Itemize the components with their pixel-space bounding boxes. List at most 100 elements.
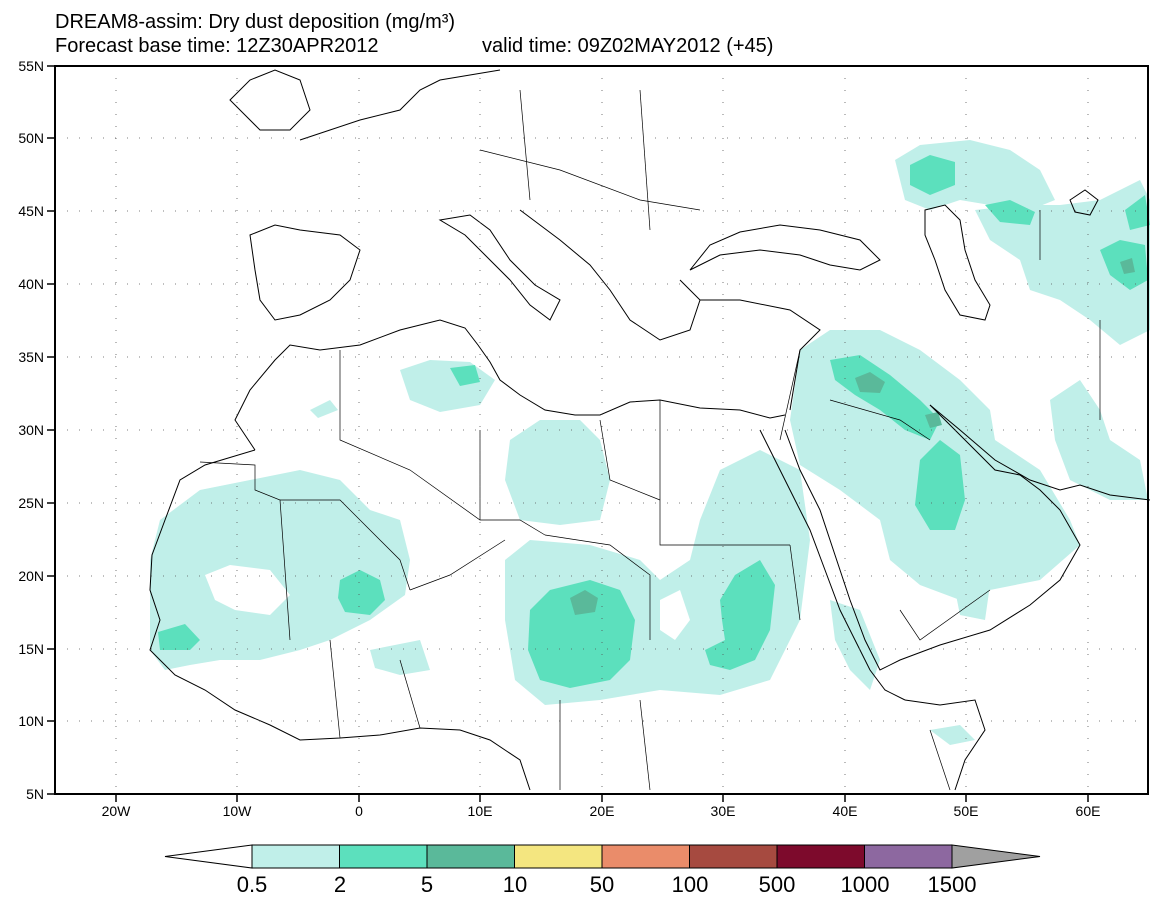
coastlines (149, 69, 1151, 791)
lon-label-20e: 20E (589, 803, 615, 819)
lat-label-10n: 10N (18, 713, 44, 729)
lat-label-55n: 55N (18, 58, 44, 74)
border-22 (639, 89, 651, 231)
lat-label-20n: 20N (18, 568, 44, 584)
colorbar-swatch (514, 844, 603, 869)
dust-core-uzbek-2 (1125, 195, 1150, 230)
coast-europe-north (299, 69, 501, 141)
coast-balkans (519, 209, 701, 341)
dust-region-tunisia (400, 360, 495, 412)
border-18 (399, 659, 421, 729)
colorbar (164, 844, 1041, 869)
colorbar-swatch (864, 844, 953, 869)
border-10 (779, 349, 801, 441)
dust-core-senegal (158, 624, 200, 650)
coast-italy (438, 214, 561, 321)
dust-core-chad (528, 580, 635, 688)
forecast-base-time: Forecast base time: 12Z30APR2012 (55, 35, 379, 57)
colorbar-label: 1000 (840, 872, 890, 897)
dust-gap-sudan (660, 590, 690, 640)
dust-region-horn (930, 725, 975, 745)
border-11 (829, 399, 931, 441)
colorbar-label: 100 (671, 872, 709, 897)
dust-core-caspian-e (985, 200, 1035, 225)
coast-black-sea (689, 224, 881, 271)
colorbar-swatch (601, 844, 690, 869)
valid-time: valid time: 09Z02MAY2012 (+45) (482, 35, 774, 57)
lat-label-45n: 45N (18, 203, 44, 219)
border-15 (929, 729, 951, 791)
axis-ticks (47, 65, 1089, 802)
border-14 (899, 589, 991, 641)
coast-west-africa (149, 449, 531, 791)
colorbar-label: 10 (502, 872, 528, 897)
coast-north-africa (234, 319, 786, 451)
colorbar-label: 1500 (927, 872, 977, 897)
border-17 (639, 699, 651, 791)
border-21 (519, 89, 531, 201)
colorbar-label: 5 (420, 872, 434, 897)
dust-core-sudan (705, 560, 775, 670)
borders (199, 89, 1101, 791)
coast-iberia (249, 224, 361, 321)
lat-label-50n: 50N (18, 130, 44, 146)
coast-horn (904, 699, 986, 791)
coast-persian-gulf (929, 404, 1151, 501)
lon-label-0: 0 (355, 803, 363, 819)
dust-peak-iraq (855, 372, 885, 393)
lat-label-15n: 15N (18, 641, 44, 657)
border-3 (339, 350, 546, 536)
border-9 (599, 419, 661, 501)
lon-label-50e: 50E (953, 803, 979, 819)
lat-label-25n: 25N (18, 495, 44, 511)
lat-label-40n: 40N (18, 276, 44, 292)
lon-label-40e: 40E (832, 803, 858, 819)
colorbar-label: 50 (589, 872, 615, 897)
lon-label-60e: 60E (1075, 803, 1101, 819)
colorbar-swatch (251, 844, 340, 869)
map-title: DREAM8-assim: Dry dust deposition (mg/m³… (55, 11, 456, 33)
border-2 (280, 499, 411, 591)
colorbar-swatch (689, 844, 778, 869)
dust-peak-uzbek (1120, 258, 1135, 274)
dust-core-saudi (915, 440, 965, 530)
lon-label-10e: 10E (467, 803, 493, 819)
dust-region-libya (505, 420, 610, 525)
lon-label-30e: 30E (710, 803, 736, 819)
dust-gap-mali (205, 565, 290, 615)
lon-label-10w: 10W (222, 803, 252, 819)
border-5 (544, 534, 651, 640)
border-19 (329, 639, 341, 739)
dust-deposition-shading (150, 140, 1150, 745)
dust-peak-kuwait (925, 412, 942, 428)
dust-region-west-sahel (150, 470, 410, 670)
colorbar-over-triangle (951, 844, 1041, 869)
dust-core-iraq (830, 355, 940, 440)
coast-red-sea-west (759, 429, 906, 701)
dust-region-algeria-coast (310, 400, 338, 418)
border-7 (659, 400, 790, 546)
lat-label-35n: 35N (18, 349, 44, 365)
lat-label-5n: 5N (26, 786, 44, 802)
lat-label-30n: 30N (18, 422, 44, 438)
dust-region-red-sea (830, 600, 880, 690)
dust-peak-chad (570, 590, 598, 615)
border-1 (199, 461, 291, 641)
colorbar-swatch (339, 844, 428, 869)
dust-core-tunisia (450, 365, 480, 386)
colorbar-label: 500 (758, 872, 796, 897)
coast-aral (1069, 189, 1099, 216)
coast-arabia (784, 404, 1081, 671)
border-20 (479, 149, 701, 211)
dust-region-iran (1050, 380, 1148, 500)
coast-caspian (924, 204, 991, 321)
coast-britain (229, 69, 311, 131)
coast-turkey (700, 299, 821, 411)
dust-core-mali (338, 570, 385, 615)
border-6 (409, 539, 506, 591)
lon-label-20w: 20W (101, 803, 131, 819)
colorbar-label: 0.5 (236, 872, 268, 897)
border-8 (789, 544, 801, 621)
dust-core-caspian-n (910, 155, 955, 195)
